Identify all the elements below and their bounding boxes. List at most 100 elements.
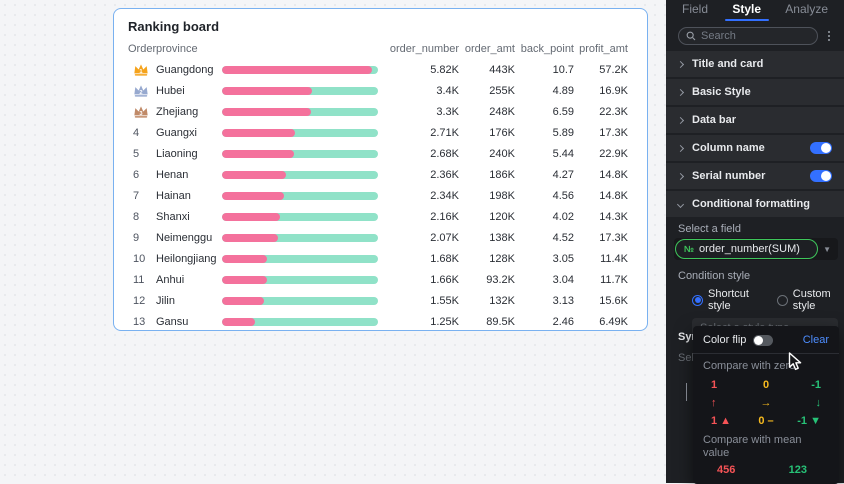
divider — [693, 353, 839, 354]
compare-mean-label: Compare with mean value — [703, 434, 802, 459]
province-label: Jilin — [156, 294, 175, 307]
data-bar-fill — [222, 107, 311, 116]
province-label: Hubei — [156, 84, 185, 97]
tab-field[interactable]: Field — [682, 2, 709, 16]
data-bar — [222, 86, 382, 95]
style-type-dropdown: Color flip Clear Compare with zero 1 0 -1 ↑… — [693, 326, 839, 484]
crown-silver-icon: 2 — [134, 84, 148, 97]
mean-option-positive[interactable]: 123 — [788, 464, 807, 476]
table-row: 8 Shanxi 2.16K 120K 4.02 14.3K — [128, 206, 631, 227]
section-data-bar[interactable]: Data bar — [666, 107, 844, 133]
rank-number: 4 — [133, 126, 140, 139]
data-bar-fill — [222, 317, 255, 326]
zero-option[interactable]: ↑ — [711, 397, 717, 409]
search-input[interactable]: Search — [678, 27, 818, 45]
section-serial-number[interactable]: Serial number — [666, 163, 844, 189]
cell-order-amt: 186K — [489, 168, 515, 181]
cell-profit-amt: 14.3K — [599, 210, 628, 223]
data-bar-track — [222, 233, 378, 242]
tab-analyze[interactable]: Analyze — [785, 2, 828, 16]
cell-order-amt: 128K — [489, 252, 515, 265]
province-label: Shanxi — [156, 210, 190, 223]
data-bar-fill — [222, 149, 294, 158]
ranking-board-card[interactable]: Ranking board Order province order_numbe… — [113, 8, 648, 331]
chevron-down-icon: ▼ — [823, 244, 831, 254]
color-flip-toggle[interactable] — [753, 334, 774, 346]
data-bar — [222, 65, 382, 74]
radio-shortcut-style[interactable]: Shortcut style — [692, 288, 762, 312]
data-bar — [222, 149, 382, 158]
data-bar-fill — [222, 212, 280, 221]
rank-number: 6 — [133, 168, 140, 181]
data-bar-track — [222, 149, 378, 158]
crown-gold-icon: 1 — [134, 63, 148, 76]
mean-option-negative[interactable]: 456 — [717, 464, 736, 476]
table-header: Order province order_number order_amt ba… — [128, 41, 631, 57]
table-row: 1 Guangdong 5.82K 443K 10.7 57.2K — [128, 59, 631, 80]
province-label: Henan — [156, 168, 189, 181]
section-conditional-formatting[interactable]: Conditional formatting — [666, 191, 844, 217]
color-flip-row: Color flip Clear — [703, 333, 829, 347]
occluded-section-row[interactable] — [686, 383, 687, 401]
search-placeholder: Search — [701, 30, 736, 42]
cell-profit-amt: 14.8K — [599, 189, 628, 202]
table-row: 12 Jilin 1.55K 132K 3.13 15.6K — [128, 290, 631, 311]
zero-option[interactable]: 0 — [762, 379, 770, 391]
data-bar-track — [222, 191, 378, 200]
zero-option[interactable]: 1 ▲ — [711, 415, 732, 427]
province-label: Liaoning — [156, 147, 198, 160]
table-row: 10 Heilongjiang 1.68K 128K 3.05 11.4K — [128, 248, 631, 269]
cell-profit-amt: 22.9K — [599, 147, 628, 160]
province-label: Heilongjiang — [156, 252, 217, 265]
clear-button[interactable]: Clear — [802, 334, 829, 346]
zero-option[interactable]: 0 – — [758, 415, 774, 427]
table-row: 4 Guangxi 2.71K 176K 5.89 17.3K — [128, 122, 631, 143]
cell-order-number: 1.68K — [430, 252, 459, 265]
field-select[interactable]: № order_number(SUM) ▼ — [674, 238, 838, 260]
data-bar-fill — [222, 191, 285, 200]
toggle-on[interactable] — [810, 170, 832, 182]
data-bar — [222, 233, 382, 242]
section-title-and-card[interactable]: Title and card — [666, 51, 844, 77]
table-row: 9 Neimenggu 2.07K 138K 4.52 17.3K — [128, 227, 631, 248]
cell-profit-amt: 57.2K — [599, 63, 628, 76]
cell-back-point: 4.52 — [552, 231, 574, 244]
zero-option[interactable]: -1 ▼ — [797, 415, 821, 427]
zero-option[interactable]: ↓ — [815, 397, 822, 409]
zero-option[interactable]: -1 — [811, 379, 821, 391]
cell-back-point: 5.44 — [552, 147, 574, 160]
section-label: Title and card — [692, 58, 764, 70]
data-bar — [222, 107, 382, 116]
rank-medal-silver: 2 — [128, 84, 156, 98]
cell-back-point: 4.89 — [552, 84, 574, 97]
cell-order-number: 1.25K — [430, 315, 459, 328]
tab-style[interactable]: Style — [732, 2, 761, 21]
cell-profit-amt: 15.6K — [599, 294, 628, 307]
cell-back-point: 4.02 — [552, 210, 574, 223]
section-column-name[interactable]: Column name — [666, 135, 844, 161]
card-title: Ranking board — [128, 19, 220, 34]
table-row: 5 Liaoning 2.68K 240K 5.44 22.9K — [128, 143, 631, 164]
data-bar-fill — [222, 128, 296, 137]
section-label: Column name — [692, 142, 765, 154]
rank-number: 12 — [133, 294, 146, 307]
col-order-amt: order_amt — [464, 43, 515, 55]
data-bar-track — [222, 296, 378, 305]
field-value: order_number(SUM) — [699, 243, 800, 255]
cell-profit-amt: 6.49K — [599, 315, 628, 328]
data-bar — [222, 212, 382, 221]
zero-option[interactable]: 1 — [711, 379, 718, 391]
chevron-right-icon — [676, 144, 685, 152]
cell-order-amt: 93.2K — [486, 273, 515, 286]
cell-profit-amt: 22.3K — [599, 105, 628, 118]
toggle-on[interactable] — [810, 142, 832, 154]
cell-order-number: 2.71K — [430, 126, 459, 139]
section-basic-style[interactable]: Basic Style — [666, 79, 844, 105]
radio-custom-style[interactable]: Custom style — [776, 288, 844, 312]
more-options-icon[interactable] — [824, 31, 834, 41]
cell-order-number: 1.55K — [430, 294, 459, 307]
zero-option[interactable]: → — [760, 397, 772, 409]
radio-label: Shortcut style — [708, 288, 749, 312]
cell-order-amt: 443K — [489, 63, 515, 76]
cell-order-number: 2.16K — [430, 210, 459, 223]
